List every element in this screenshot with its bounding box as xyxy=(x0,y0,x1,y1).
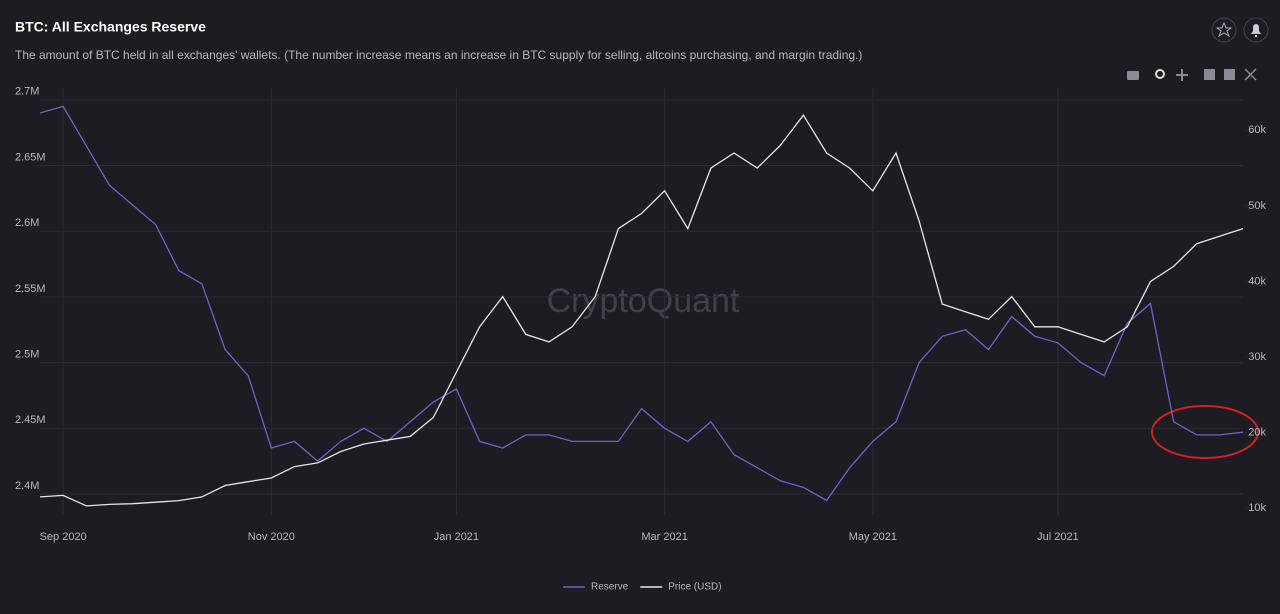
highlight-ellipse xyxy=(1151,405,1259,459)
y-tick-label: 2.7M xyxy=(15,86,39,98)
x-tick-label: Mar 2021 xyxy=(641,531,687,543)
y-tick-label: 2.5M xyxy=(15,349,39,361)
y2-tick-label: 40k xyxy=(1248,275,1266,287)
y2-tick-label: 60k xyxy=(1248,124,1266,136)
toolbar xyxy=(1127,68,1257,81)
chart-subtitle: The amount of BTC held in all exchanges'… xyxy=(15,48,862,62)
zoom-icon[interactable] xyxy=(1155,69,1165,79)
x-tick-label: Jul 2021 xyxy=(1037,531,1079,543)
y2-tick-label: 20k xyxy=(1248,427,1266,439)
y-tick-label: 2.65M xyxy=(15,151,46,163)
legend-label: Price (USD) xyxy=(668,582,721,593)
x-tick-label: Jan 2021 xyxy=(434,531,479,543)
camera-icon[interactable] xyxy=(1127,71,1139,80)
pan-icon[interactable] xyxy=(1176,69,1188,81)
alert-button[interactable] xyxy=(1243,17,1269,43)
favorite-button[interactable] xyxy=(1211,17,1237,43)
y-tick-label: 2.55M xyxy=(15,283,46,295)
legend-label: Reserve xyxy=(591,582,629,593)
y-tick-label: 2.4M xyxy=(15,480,39,492)
x-tick-label: Nov 2020 xyxy=(248,531,295,543)
zoom-out-icon[interactable] xyxy=(1224,69,1235,80)
y2-tick-label: 10k xyxy=(1248,502,1266,514)
y2-tick-label: 30k xyxy=(1248,351,1266,363)
series-line xyxy=(39,105,1244,502)
x-tick-label: May 2021 xyxy=(849,531,897,543)
series-line xyxy=(39,114,1244,507)
zoom-in-icon[interactable] xyxy=(1204,69,1215,80)
y2-tick-label: 50k xyxy=(1248,200,1266,212)
chart-title: BTC: All Exchanges Reserve xyxy=(15,19,206,35)
watermark: CryptoQuant xyxy=(547,282,740,320)
x-tick-label: Sep 2020 xyxy=(40,531,87,543)
reset-icon[interactable] xyxy=(1244,68,1257,81)
y-tick-label: 2.45M xyxy=(15,414,46,426)
y-tick-label: 2.6M xyxy=(15,217,39,229)
